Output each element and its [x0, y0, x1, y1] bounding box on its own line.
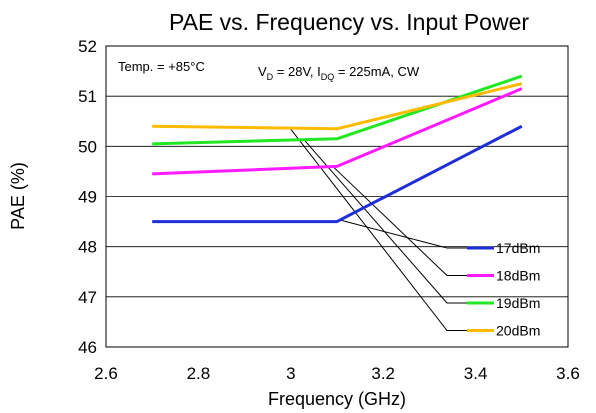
- y-tick-label: 48: [78, 238, 97, 257]
- y-tick-labels: 46 47 48 49 50 51 52: [78, 37, 97, 357]
- y-tick-label: 46: [78, 338, 97, 357]
- leader-line-20dBm: [289, 127, 467, 331]
- bias-conditions-annotation: VD = 28V, IDQ = 225mA, CW: [258, 64, 420, 82]
- series-line-17dBm: [152, 124, 523, 224]
- series-lines: [152, 74, 523, 224]
- legend: 17dBm 18dBm 19dBm 20dBm: [467, 240, 540, 339]
- y-tick-label: 47: [78, 288, 97, 307]
- y-axis-label: PAE (%): [8, 162, 28, 230]
- series-line-19dBm: [152, 74, 523, 146]
- y-tick-label: 49: [78, 188, 97, 207]
- y-tick-label: 50: [78, 137, 97, 156]
- x-tick-label: 3.4: [464, 364, 488, 383]
- leader-line-18dBm: [332, 166, 467, 276]
- leader-line-19dBm: [303, 139, 467, 304]
- temperature-annotation: Temp. = +85°C: [118, 59, 205, 74]
- x-tick-label: 3.2: [371, 364, 395, 383]
- legend-label-20dBm: 20dBm: [496, 323, 540, 339]
- cond-end: = 225mA, CW: [334, 64, 420, 79]
- x-tick-label: 3.6: [556, 364, 580, 383]
- y-tick-label: 51: [78, 87, 97, 106]
- legend-label-19dBm: 19dBm: [496, 295, 540, 311]
- legend-label-17dBm: 17dBm: [496, 240, 540, 256]
- cond-i-sub: DQ: [321, 72, 335, 82]
- legend-leader-lines: [289, 127, 467, 331]
- x-tick-label: 2.8: [187, 364, 211, 383]
- chart-title: PAE vs. Frequency vs. Input Power: [169, 9, 529, 35]
- x-tick-label: 2.6: [94, 364, 118, 383]
- leader-line-17dBm: [339, 219, 467, 249]
- y-tick-label: 52: [78, 37, 97, 56]
- cond-mid: = 28V, I: [273, 64, 321, 79]
- cond-v-sub: D: [267, 72, 274, 82]
- plot-area: [105, 45, 569, 348]
- series-line-18dBm: [152, 87, 523, 176]
- legend-label-18dBm: 18dBm: [496, 268, 540, 284]
- x-axis-label: Frequency (GHz): [268, 389, 406, 409]
- x-tick-label: 3: [286, 364, 295, 383]
- cond-v: V: [258, 64, 267, 79]
- series-line-20dBm: [152, 82, 523, 131]
- x-tick-labels: 2.6 2.8 3 3.2 3.4 3.6: [94, 364, 580, 383]
